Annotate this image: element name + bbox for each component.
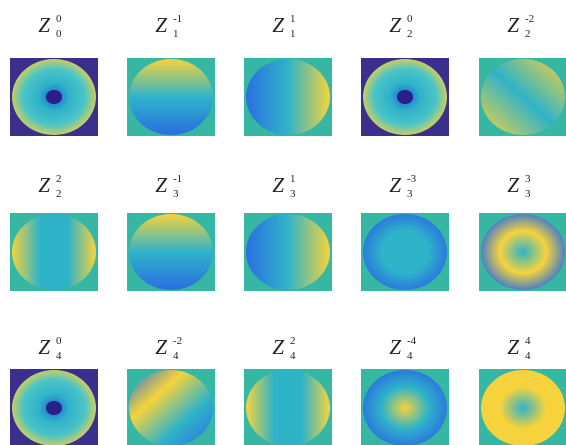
superscript: 3 (525, 173, 531, 185)
symbol: Z (507, 335, 519, 359)
subscript: 1 (173, 28, 179, 40)
superscript: -3 (407, 173, 417, 185)
symbol: Z (155, 173, 167, 197)
panel: Z -2 4 (127, 335, 215, 445)
image-disc (129, 370, 213, 445)
figure: Z00Z-11Z11Z02Z-22Z22Z-13Z13Z-33Z33Z04Z-2… (0, 0, 566, 445)
subscript: 4 (173, 350, 179, 362)
image-disc (246, 370, 330, 445)
image-disc (246, 59, 330, 135)
panel: Z -1 1 (127, 13, 215, 136)
superscript: -2 (525, 13, 534, 25)
symbol: Z (272, 13, 284, 37)
superscript: -4 (407, 335, 417, 347)
subscript: 3 (290, 188, 296, 200)
superscript: 4 (525, 335, 531, 347)
subscript: 4 (56, 350, 62, 362)
superscript: 2 (290, 335, 296, 347)
image-disc (363, 214, 447, 290)
symbol: Z (38, 335, 50, 359)
subscript: 2 (525, 28, 531, 40)
image-disc (12, 214, 96, 290)
symbol: Z (389, 173, 401, 197)
image-disc (481, 214, 565, 290)
subscript: 4 (407, 350, 413, 362)
superscript: -1 (173, 173, 182, 185)
subscript: 1 (290, 28, 296, 40)
superscript: 0 (407, 13, 413, 25)
superscript: 0 (56, 13, 62, 25)
superscript: 1 (290, 13, 296, 25)
subscript: 3 (525, 188, 531, 200)
subscript: 0 (56, 28, 62, 40)
symbol: Z (389, 13, 401, 37)
image-center (46, 401, 62, 415)
image-disc (129, 214, 213, 290)
panel: Z -2 2 (479, 13, 566, 136)
symbol: Z (507, 13, 519, 37)
subscript: 2 (407, 28, 413, 40)
symbol: Z (507, 173, 519, 197)
subscript: 3 (407, 188, 413, 200)
panel: Z -1 3 (127, 173, 215, 291)
symbol: Z (155, 13, 167, 37)
image-center (46, 90, 62, 104)
superscript: -1 (173, 13, 182, 25)
image-disc (363, 370, 447, 445)
panel: Z -3 3 (361, 173, 449, 291)
image-disc (481, 370, 565, 445)
superscript: 2 (56, 173, 62, 185)
image-disc (246, 214, 330, 290)
symbol: Z (38, 13, 50, 37)
symbol: Z (272, 335, 284, 359)
superscript: 0 (56, 335, 62, 347)
symbol: Z (389, 335, 401, 359)
superscript: 1 (290, 173, 296, 185)
image-disc (129, 59, 213, 135)
image-center (397, 90, 413, 104)
subscript: 2 (56, 188, 62, 200)
subscript: 3 (173, 188, 179, 200)
superscript: -2 (173, 335, 182, 347)
panel: Z -4 4 (361, 335, 449, 445)
image-disc (481, 59, 565, 135)
symbol: Z (272, 173, 284, 197)
subscript: 4 (290, 350, 296, 362)
symbol: Z (38, 173, 50, 197)
subscript: 4 (525, 350, 531, 362)
symbol: Z (155, 335, 167, 359)
